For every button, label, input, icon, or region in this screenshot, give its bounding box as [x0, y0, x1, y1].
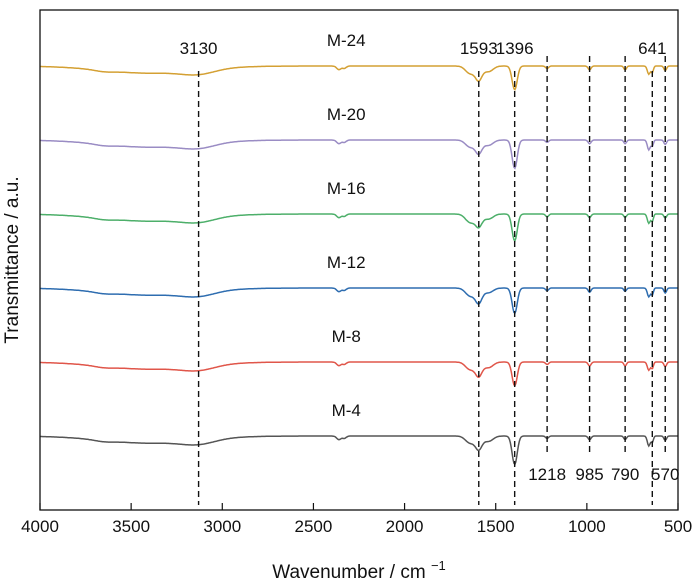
x-axis-title-superscript: −1	[431, 558, 446, 573]
peak-label: 985	[575, 465, 603, 484]
series-label: M-8	[332, 327, 361, 346]
series-label: M-20	[327, 105, 366, 124]
x-tick-label: 2000	[386, 517, 424, 536]
peak-label: 1218	[528, 465, 566, 484]
x-tick-label: 3000	[203, 517, 241, 536]
peak-label: 1593	[460, 39, 498, 58]
peak-label: 3130	[180, 39, 218, 58]
peak-label: 790	[611, 465, 639, 484]
series-label: M-4	[332, 401, 361, 420]
series-label: M-12	[327, 253, 366, 272]
series-label: M-16	[327, 179, 366, 198]
x-tick-label: 4000	[21, 517, 59, 536]
x-axis-title-text: Wavenumber / cm	[272, 562, 425, 583]
x-tick-label: 1500	[477, 517, 515, 536]
plot-frame	[39, 9, 679, 511]
series-line	[40, 139, 678, 170]
peak-label: 1396	[496, 39, 534, 58]
peak-label: 641	[638, 39, 666, 58]
x-tick-label: 3500	[112, 517, 150, 536]
series-line	[40, 65, 678, 91]
x-axis-title: Wavenumber / cm −1	[272, 558, 446, 583]
peak-label: 570	[651, 465, 679, 484]
series-line	[40, 435, 678, 466]
series-line	[40, 361, 678, 387]
x-tick-label: 500	[664, 517, 692, 536]
y-axis-title: Transmittance / a.u.	[2, 176, 23, 343]
series-line	[40, 213, 678, 243]
x-tick-label: 2500	[295, 517, 333, 536]
series-label: M-24	[327, 31, 366, 50]
series-group: M-24 M-20 M-16 M-12 M-8 M-4	[40, 31, 678, 466]
series-line	[40, 287, 678, 315]
x-tick-label: 1000	[568, 517, 606, 536]
x-axis-ticks: 4000 3500 3000 2500 2000 1500 1000 500	[21, 503, 692, 536]
